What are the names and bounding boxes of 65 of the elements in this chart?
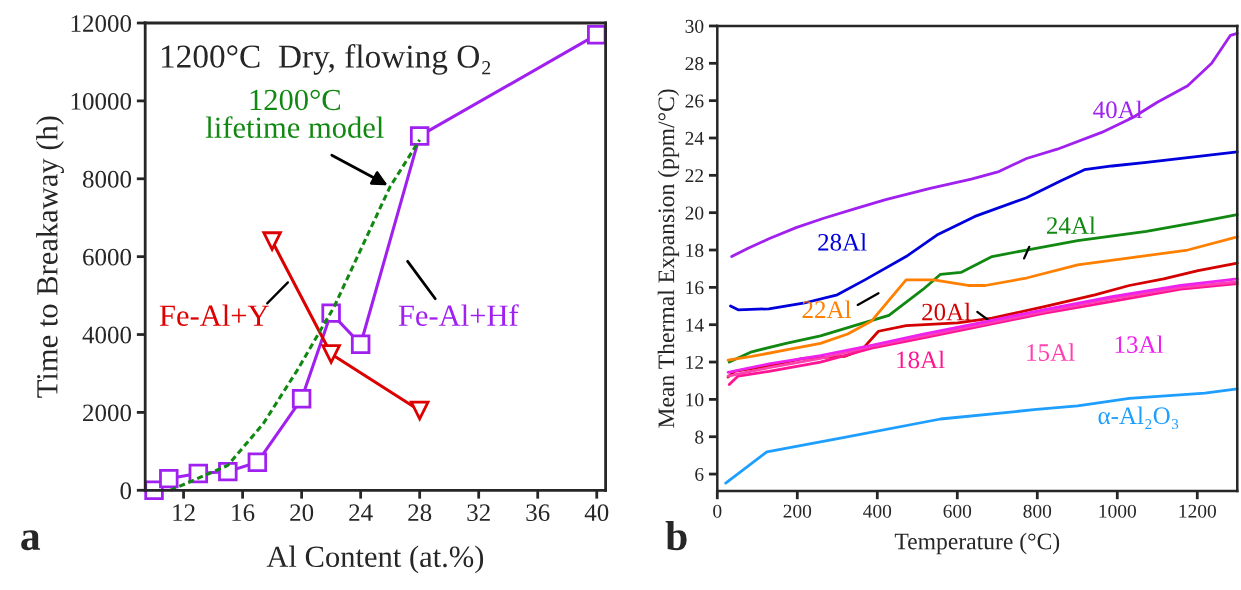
series-label: α-Al₂O₃ — [1098, 406, 1179, 430]
x-tick-label: 1000 — [1099, 504, 1136, 518]
series-label: 24Al — [1046, 216, 1096, 234]
x-tick-label: 1200 — [1179, 504, 1216, 518]
x-tick-label: 0 — [713, 504, 722, 518]
y-tick-label: 10 — [686, 393, 704, 407]
y-tick-label: 18 — [686, 243, 704, 257]
point — [218, 461, 238, 482]
series-label: 18Al — [897, 350, 945, 369]
y-tick-label: 6000 — [83, 248, 132, 266]
line-series — [724, 387, 1239, 485]
y-tick-label: 8000 — [82, 170, 132, 188]
y-tick-label: 10000 — [71, 92, 132, 110]
x-tick-label: 28 — [408, 504, 432, 522]
x-tick-label: 12 — [173, 504, 195, 521]
y-tick-label: 22 — [685, 169, 704, 183]
series-label: 15Al — [1027, 343, 1075, 361]
text: b — [665, 520, 687, 551]
series-label: 40Al — [1093, 100, 1143, 119]
point — [409, 400, 430, 421]
series-label: Fe-Al+Hf — [398, 304, 519, 326]
x-tick-label: 20 — [290, 504, 314, 522]
y-tick-label: 16 — [686, 281, 704, 295]
x-tick-label: 36 — [526, 504, 550, 522]
point — [291, 389, 312, 409]
annotation: 1200°C Dry, flowing O₂ — [161, 44, 491, 75]
y-tick-label: 24 — [685, 131, 704, 145]
y-tick-label: 0 — [120, 482, 132, 500]
x-tick-label: 40 — [584, 504, 609, 522]
y-tick-label: 4000 — [82, 326, 132, 344]
y-tick-label: 12 — [686, 355, 704, 369]
y-axis-title: Mean Thermal Expansion (ppm/°C) — [657, 89, 680, 428]
y-tick-label: 28 — [685, 57, 704, 71]
text: a — [21, 530, 41, 551]
x-axis-title: Temperature (°C) — [894, 532, 1060, 555]
x-tick-label: 16 — [232, 504, 255, 522]
point — [159, 468, 179, 489]
point — [247, 452, 268, 472]
series-label: 28Al — [818, 233, 867, 251]
series-label: 22Al — [802, 300, 851, 318]
y-axis-title: Time to Breakaway (h) — [36, 116, 64, 398]
y-tick-label: 30 — [685, 19, 704, 33]
y-tick-label: 2000 — [83, 404, 132, 422]
x-tick-label: 400 — [863, 504, 892, 518]
x-tick-label: 24 — [349, 504, 373, 521]
x-tick-label: 32 — [467, 504, 490, 522]
series-label: 1200°C lifetime model — [205, 89, 384, 138]
y-tick-label: 8 — [695, 430, 704, 444]
line-series — [730, 32, 1239, 258]
y-tick-label: 14 — [686, 318, 704, 332]
y-tick-label: 20 — [685, 206, 704, 220]
x-tick-label: 200 — [783, 504, 812, 518]
point — [262, 231, 282, 251]
series-label: 13Al — [1115, 335, 1163, 354]
series-label: Fe-Al+Y — [159, 304, 269, 326]
x-axis-title: Al Content (at.%) — [266, 545, 484, 574]
x-tick-label: 800 — [1023, 504, 1052, 518]
point — [321, 344, 341, 364]
point — [350, 334, 371, 354]
y-tick-label: 6 — [695, 467, 704, 482]
x-tick-label: 600 — [943, 504, 972, 518]
y-tick-label: 26 — [685, 94, 704, 108]
y-tick-label: 12000 — [71, 15, 132, 32]
series-label: 20Al — [922, 302, 971, 321]
point — [409, 126, 430, 146]
